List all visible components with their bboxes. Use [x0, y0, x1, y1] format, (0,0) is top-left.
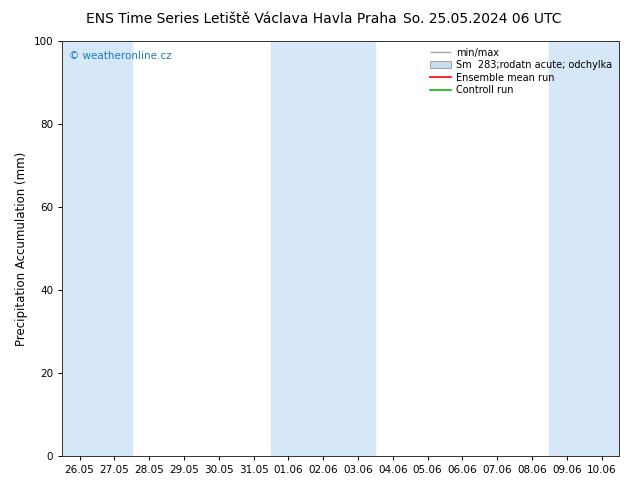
Text: ENS Time Series Letiště Václava Havla Praha: ENS Time Series Letiště Václava Havla Pr… [86, 12, 396, 26]
Legend: min/max, Sm  283;rodatn acute; odchylka, Ensemble mean run, Controll run: min/max, Sm 283;rodatn acute; odchylka, … [428, 46, 614, 97]
Y-axis label: Precipitation Accumulation (mm): Precipitation Accumulation (mm) [15, 151, 28, 345]
Bar [62, 41, 132, 456]
Text: © weatheronline.cz: © weatheronline.cz [69, 51, 172, 61]
Bar [271, 41, 375, 456]
Text: So. 25.05.2024 06 UTC: So. 25.05.2024 06 UTC [403, 12, 561, 26]
Bar [550, 41, 619, 456]
